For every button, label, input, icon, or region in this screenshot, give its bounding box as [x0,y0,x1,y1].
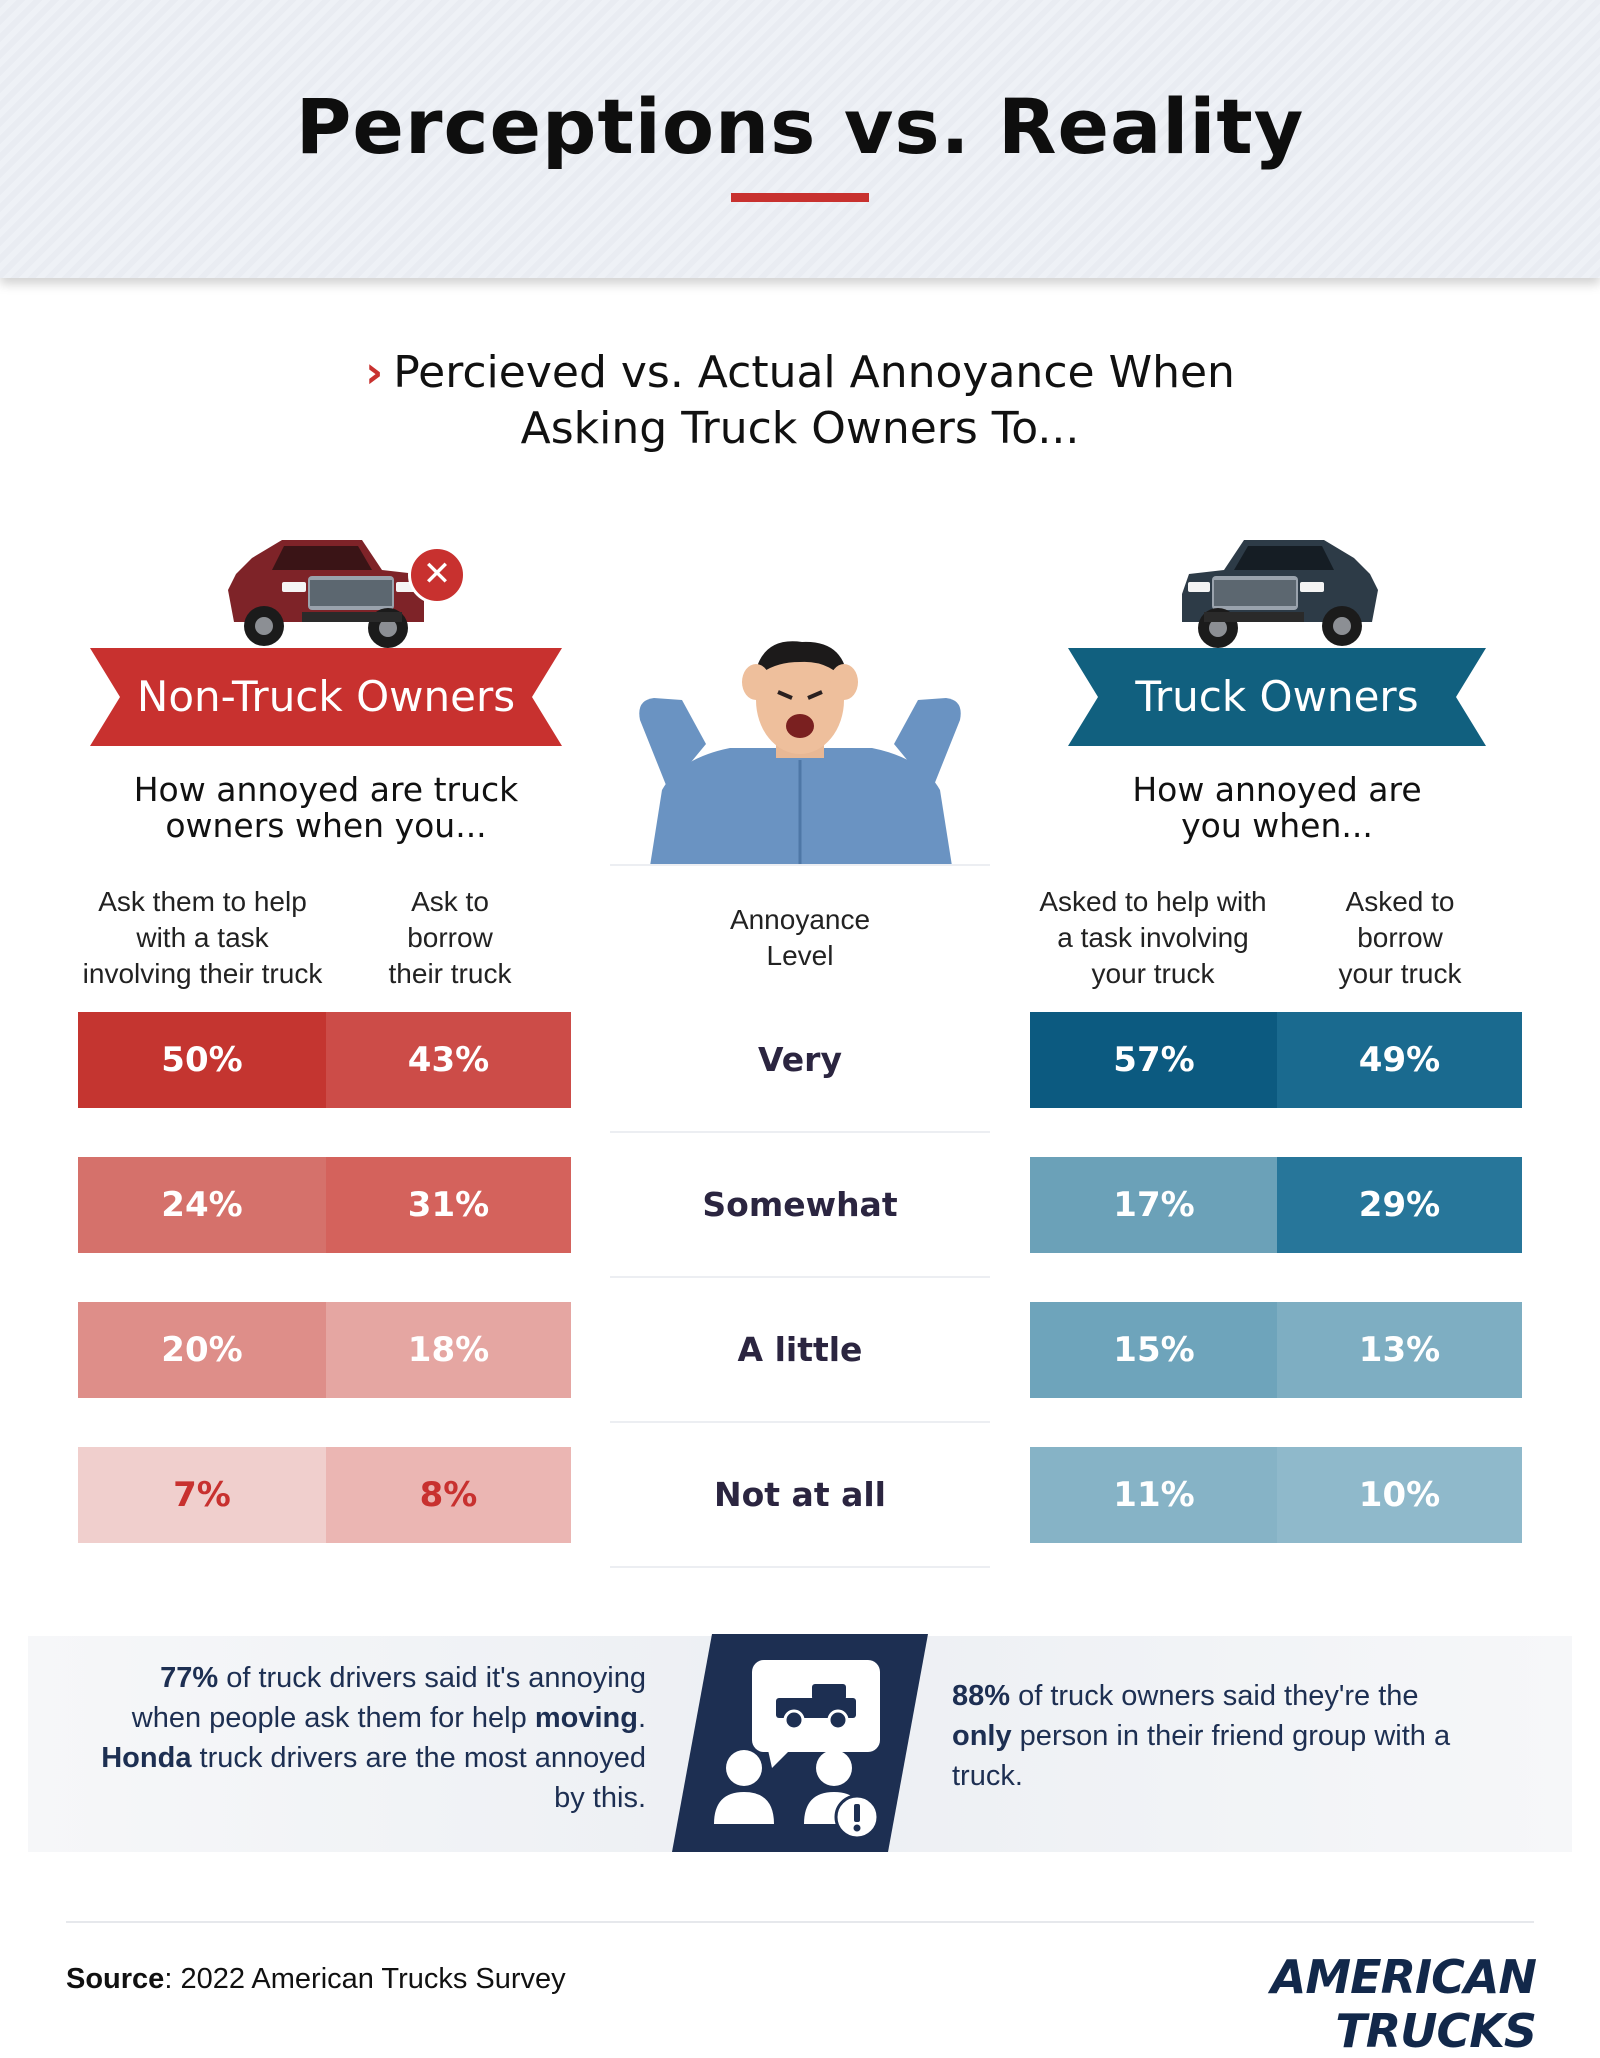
blue-truck-icon [1182,540,1378,648]
stat-highlight: 77% [160,1662,219,1694]
value-cell: 49% [1277,1012,1522,1108]
subtitle-line-2: Asking Truck Owners To... [520,403,1080,454]
column-header: Ask them to help with a task involving t… [60,884,345,992]
truck-owners-banner: Truck Owners [1068,648,1486,746]
column-header: Ask to borrow their truck [326,884,574,992]
column-header-line: your truck [1091,958,1215,989]
value-cell: 10% [1277,1447,1522,1543]
banner-label: Non-Truck Owners [136,672,516,721]
right-question: How annoyed are you when... [1040,772,1514,844]
chevron-right-icon: › [365,347,384,398]
column-header: Asked to borrow your truck [1276,884,1524,992]
value-cell: 13% [1277,1302,1522,1398]
left-question-line-2: owners when you... [165,806,487,845]
row-divider [610,1276,990,1278]
people-truck-icon [672,1634,928,1852]
row-divider [610,1566,990,1568]
row-divider [610,1421,990,1423]
alert-icon [834,1794,880,1840]
value-cell: 50% [78,1012,326,1108]
value-cell: 24% [78,1157,326,1253]
column-header-line: borrow [407,922,493,953]
note-text: person in their friend group with a truc… [952,1720,1451,1792]
note-emphasis: Honda [101,1742,192,1774]
right-note: 88% of truck owners said they're the onl… [952,1676,1472,1796]
column-header-line: Level [766,940,834,971]
annoyance-level-label: Very [758,1040,842,1079]
note-text: of truck owners said they're the [1010,1680,1419,1712]
column-header-line: your truck [1338,958,1462,989]
column-header-line: borrow [1357,922,1443,953]
non-truck-owners-banner: Non-Truck Owners [90,648,562,746]
page-title: Perceptions vs. Reality [295,82,1305,171]
value-cell: 43% [326,1012,571,1108]
banner-label: Truck Owners [1135,672,1419,721]
row-divider [610,1131,990,1133]
right-question-line-2: you when... [1181,806,1373,845]
column-header-line: a task involving [1057,922,1249,953]
column-header-line: involving their truck [82,958,323,989]
left-question-line-1: How annoyed are truck [133,770,519,809]
annoyance-level-label: Not at all [714,1475,886,1514]
annoyed-man-image [639,641,961,866]
note-text: . [637,1702,646,1734]
left-note: 77% of truck drivers said it's annoying … [90,1658,646,1818]
value-cell: 17% [1030,1157,1278,1253]
column-header-line: Asked to [1345,886,1455,917]
right-question-line-1: How annoyed are [1132,770,1422,809]
value-cell: 15% [1030,1302,1278,1398]
column-header-line: with a task [136,922,269,953]
source-label: Source [66,1963,165,1995]
column-header-line: Ask them to help [98,886,307,917]
row-divider [610,864,990,866]
note-emphasis: moving [534,1702,638,1734]
header-band [0,0,1600,278]
note-text: truck drivers are the most annoyed by th… [191,1742,647,1814]
value-cell: 11% [1030,1447,1278,1543]
source-line: Source: 2022 American Trucks Survey [66,1963,566,1996]
title-underline [731,193,869,202]
value-cell: 8% [326,1447,571,1543]
column-header: Annoyance Level [610,902,990,974]
note-text: of truck drivers said it's annoying when… [131,1662,646,1734]
note-emphasis: only [952,1720,1012,1752]
red-truck-icon [228,540,424,648]
column-header-line: Annoyance [729,904,871,935]
column-header-line: their truck [388,958,512,989]
column-header-line: Asked to help with [1039,886,1267,917]
annoyance-level-label: Somewhat [702,1185,898,1224]
footer-divider [66,1921,1534,1923]
column-header: Asked to help with a task involving your… [1020,884,1286,992]
value-cell: 18% [326,1302,571,1398]
value-cell: 31% [326,1157,571,1253]
value-cell: 7% [78,1447,326,1543]
left-question: How annoyed are truck owners when you... [90,772,562,844]
stat-highlight: 88% [952,1680,1011,1712]
value-cell: 57% [1030,1012,1278,1108]
source-text: : 2022 American Trucks Survey [164,1963,566,1995]
close-icon: ✕ [408,546,466,604]
column-header-line: Ask to [411,886,489,917]
value-cell: 20% [78,1302,326,1398]
brand-logo: AMERICAN TRUCKS [1270,1950,1537,2058]
chart-subtitle: › Percieved vs. Actual Annoyance When Ask… [200,345,1400,457]
subtitle-line-1: Percieved vs. Actual Annoyance When [393,347,1235,398]
annoyance-level-label: A little [737,1330,863,1369]
value-cell: 29% [1277,1157,1522,1253]
